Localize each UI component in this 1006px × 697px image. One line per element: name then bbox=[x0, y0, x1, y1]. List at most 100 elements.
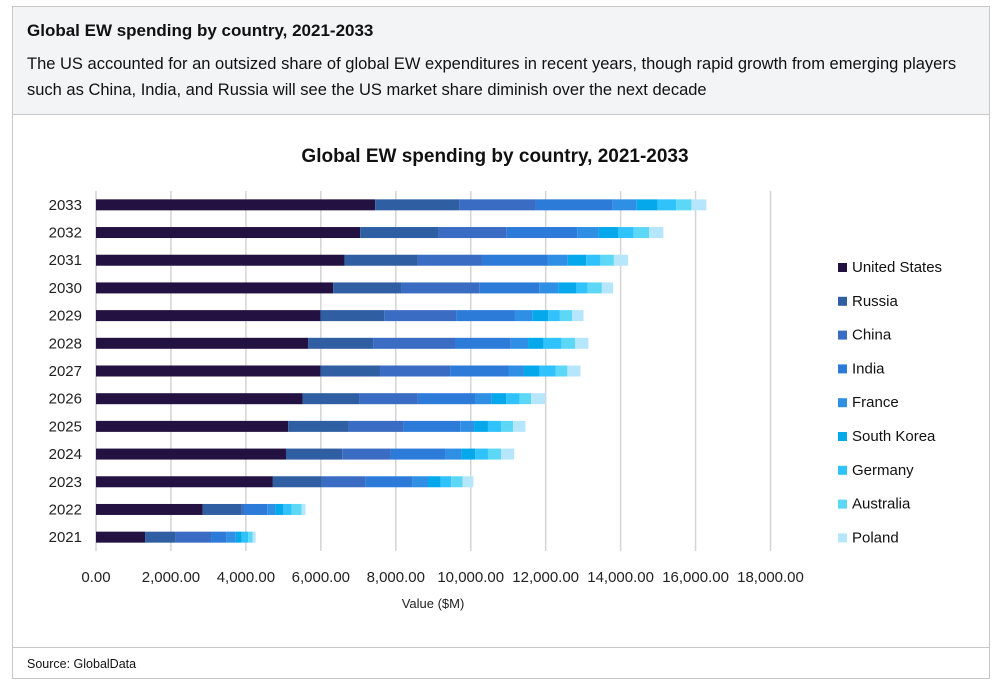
bar-segment-russia-2023 bbox=[272, 476, 322, 488]
bar-segment-united-states-2030 bbox=[96, 282, 334, 294]
bar-segment-united-states-2026 bbox=[96, 393, 303, 405]
bar-segment-france-2022 bbox=[267, 503, 276, 515]
x-tick-label: 0.00 bbox=[81, 569, 110, 586]
bar-segment-united-states-2033 bbox=[96, 199, 376, 211]
legend-swatch bbox=[838, 263, 847, 272]
bar-segment-russia-2021 bbox=[145, 531, 176, 543]
bar-segment-germany-2030 bbox=[576, 282, 588, 294]
bar-segment-united-states-2021 bbox=[96, 531, 146, 543]
card-footer: Source: GlobalData bbox=[13, 647, 989, 679]
x-tick-label: 12,000.00 bbox=[512, 569, 579, 586]
bar-segment-poland-2027 bbox=[567, 365, 581, 377]
y-tick-label: 2028 bbox=[49, 335, 82, 352]
legend-label: South Korea bbox=[852, 428, 936, 445]
bar-segment-france-2027 bbox=[508, 365, 524, 377]
bar-segment-australia-2028 bbox=[561, 337, 576, 349]
bar-segment-china-2024 bbox=[342, 448, 391, 460]
bar-segment-china-2028 bbox=[373, 337, 455, 349]
bar-segment-china-2023 bbox=[321, 476, 366, 488]
legend-label: China bbox=[852, 327, 892, 344]
bar-segment-australia-2029 bbox=[559, 310, 573, 322]
legend-swatch bbox=[838, 364, 847, 374]
legend-swatch bbox=[838, 499, 847, 509]
bar-segment-united-states-2028 bbox=[96, 337, 309, 349]
bar-segment-germany-2026 bbox=[506, 393, 520, 405]
bar-segment-india-2033 bbox=[535, 199, 613, 211]
bar-segment-germany-2029 bbox=[548, 310, 560, 322]
bar-segment-south-korea-2025 bbox=[474, 420, 488, 432]
bar-segment-south-korea-2023 bbox=[428, 476, 441, 488]
bar-segment-united-states-2027 bbox=[96, 365, 321, 377]
y-axis-labels: 2021 2022 2023 2024 2025 2026 2027 2028 2029 2030… bbox=[49, 197, 82, 546]
bar-segment-india-2029 bbox=[456, 310, 515, 322]
bar-segment-south-korea-2027 bbox=[523, 365, 540, 377]
legend-swatch bbox=[838, 432, 847, 441]
bar-segment-united-states-2023 bbox=[96, 476, 273, 488]
bar-segment-south-korea-2021 bbox=[235, 531, 242, 543]
x-tick-label: 4,000.00 bbox=[217, 569, 275, 586]
bar-segment-france-2026 bbox=[475, 393, 492, 405]
card-title: Global EW spending by country, 2021-2033 bbox=[27, 21, 374, 40]
bar-segment-france-2033 bbox=[612, 199, 637, 211]
legend-label: Poland bbox=[852, 529, 899, 546]
bar-segment-germany-2024 bbox=[475, 448, 488, 460]
legend-label: India bbox=[852, 360, 885, 377]
bar-segment-south-korea-2029 bbox=[532, 310, 549, 322]
bar-segment-poland-2028 bbox=[575, 337, 589, 349]
bar-segment-china-2025 bbox=[348, 420, 404, 432]
bar-segment-china-2033 bbox=[459, 199, 536, 211]
bar-segment-australia-2024 bbox=[487, 448, 502, 460]
bar-segment-russia-2022 bbox=[202, 503, 242, 515]
bar-segment-india-2024 bbox=[390, 448, 446, 460]
bar-segment-united-states-2031 bbox=[96, 254, 345, 266]
bar-segment-poland-2032 bbox=[649, 227, 664, 239]
bar-segment-poland-2023 bbox=[462, 476, 474, 488]
source-note: Source: GlobalData bbox=[27, 657, 137, 671]
bar-segment-russia-2033 bbox=[375, 199, 460, 211]
bar-segment-india-2025 bbox=[403, 420, 461, 432]
bar-segment-russia-2026 bbox=[302, 393, 360, 405]
bar-segment-india-2023 bbox=[365, 476, 413, 488]
bar-segment-south-korea-2031 bbox=[567, 254, 587, 266]
y-tick-label: 2025 bbox=[49, 418, 82, 435]
legend-swatch bbox=[838, 533, 847, 543]
bar-segment-china-2026 bbox=[359, 393, 418, 405]
bar-segment-china-2021 bbox=[175, 531, 212, 543]
bar-segment-china-2030 bbox=[401, 282, 480, 294]
bar-segment-germany-2033 bbox=[657, 199, 677, 211]
x-tick-label: 18,000.00 bbox=[737, 569, 804, 586]
bar-segment-india-2022 bbox=[244, 503, 268, 515]
bar-segment-south-korea-2022 bbox=[275, 503, 284, 515]
bar-segment-poland-2031 bbox=[613, 254, 629, 266]
x-tick-label: 10,000.00 bbox=[437, 569, 504, 586]
card-subtitle: The US accounted for an outsized share o… bbox=[27, 55, 957, 99]
bar-segment-germany-2028 bbox=[543, 337, 562, 349]
bar-segment-india-2026 bbox=[417, 393, 476, 405]
bar-segment-india-2032 bbox=[506, 227, 578, 239]
x-axis-title: Value ($M) bbox=[402, 596, 465, 611]
bar-segment-russia-2025 bbox=[288, 420, 349, 432]
bar-segment-poland-2033 bbox=[691, 199, 707, 211]
bar-segment-china-2031 bbox=[417, 254, 482, 266]
bar-segment-poland-2024 bbox=[501, 448, 515, 460]
bar-segment-germany-2027 bbox=[539, 365, 556, 377]
bar-segment-germany-2031 bbox=[586, 254, 601, 266]
y-tick-label: 2027 bbox=[49, 363, 82, 380]
bar-segment-australia-2021 bbox=[248, 531, 253, 543]
x-tick-label: 14,000.00 bbox=[587, 569, 654, 586]
bar-segment-australia-2030 bbox=[587, 282, 602, 294]
card-header: Global EW spending by country, 2021-2033… bbox=[13, 7, 989, 115]
bar-segment-russia-2031 bbox=[344, 254, 418, 266]
bar-segment-australia-2023 bbox=[451, 476, 463, 488]
y-tick-label: 2033 bbox=[49, 197, 82, 214]
bar-segment-germany-2025 bbox=[487, 420, 502, 432]
bar-segment-australia-2027 bbox=[555, 365, 568, 377]
bar-segment-france-2021 bbox=[226, 531, 236, 543]
x-axis-labels: 0.00 2,000.00 4,000.00 6,000.00 8,000.00 10,0… bbox=[81, 569, 803, 586]
bar-segment-poland-2030 bbox=[601, 282, 614, 294]
bars bbox=[96, 199, 707, 543]
y-tick-label: 2023 bbox=[49, 474, 82, 491]
bar-segment-south-korea-2026 bbox=[491, 393, 507, 405]
legend-label: Australia bbox=[852, 496, 911, 513]
